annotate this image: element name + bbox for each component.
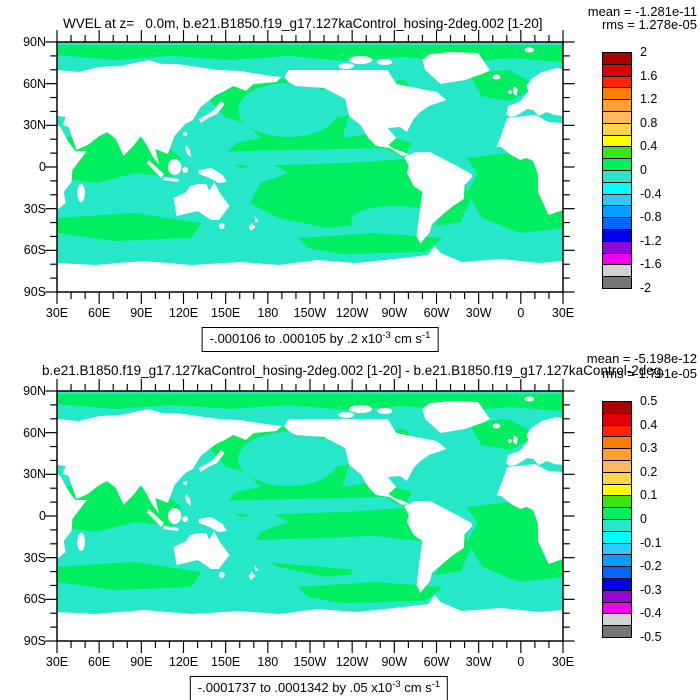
lat-tick-label: 60S [23,243,46,258]
lon-tick-label: 0 [517,655,525,669]
lat-tick-label: 90N [23,384,46,398]
lon-tick-label: 150E [211,306,241,320]
colorbar-tick-label: -0.4 [640,606,662,621]
caption-top: -.000106 to .000105 by .2 x10-3 cm s-1 [201,327,439,352]
lon-tick-label: 120E [168,655,199,669]
colorbar-tick-label: -0.3 [640,582,662,597]
colorbar-tick-label: 0 [640,512,647,526]
colorbar-tick-label: -0.8 [640,210,662,225]
colorbar-tick-label: -0.5 [640,630,662,644]
lon-tick-label: 60E [88,306,111,320]
lat-tick-label: 90N [23,35,46,49]
colorbar-tick-label: 0.8 [640,115,658,130]
colorbar-tick-label: -1.2 [640,233,662,248]
lon-tick-label: 60W [423,655,450,669]
caption-units: cm s [400,680,432,695]
colorbar-tick-label: 0.2 [640,464,658,479]
lon-tick-label: 90W [381,306,408,320]
lat-tick-label: 0 [39,160,46,174]
lon-tick-label: 30E [45,306,69,320]
mean-value-bottom: mean = -5.198e-12 [586,351,697,366]
colorbar-tick-label: -1.6 [640,257,662,272]
panel-title-bottom: b.e21.B1850.f19_g17.127kaControl_hosing-… [42,363,665,378]
lat-tick-label: 60N [23,76,46,91]
lon-tick-label: 30E [45,655,69,669]
colorbar-segment [602,276,632,289]
colorbar-tick-label: 0.4 [640,139,658,154]
lon-tick-label: 0 [517,306,525,320]
lon-tick-label: 30E [551,655,575,669]
lon-tick-label: 120W [335,306,369,320]
colorbar-tick-label: 2 [640,45,647,59]
lon-tick-label: 120W [335,655,369,669]
lon-tick-label: 90E [130,655,153,669]
mean-value-top: mean = -1.281e-11 [587,4,697,19]
caption-units-exponent: -1 [431,679,441,690]
lon-tick-label: 180 [257,655,279,669]
lat-tick-label: 90S [23,634,46,648]
lon-tick-label: 30W [465,655,492,669]
rms-value-bottom: rms = 1.791e-05 [601,366,697,381]
lon-tick-label: 180 [257,306,279,320]
caption-exponent: -3 [392,679,401,690]
colorbar-tick-label: -0.1 [640,535,662,550]
lat-tick-label: 90S [23,285,46,299]
colorbar-top: 2 1.6 1.2 0.8 0.4 0 -0.4 -0.8 -1.2 -1.6 -2 [602,45,662,295]
colorbar-tick-label: 0.1 [640,488,658,503]
colorbar-tick-label: -0.4 [640,186,662,201]
lon-tick-label: 60W [423,306,450,320]
colorbar-tick-label: 1.2 [640,92,658,107]
lat-tick-label: 30S [23,550,46,565]
lon-tick-label: 150E [211,655,241,669]
caption-range: -.000106 to .000105 by .2 x10 [209,331,383,346]
map-wvel-control [45,30,575,304]
lat-tick-label: 60N [23,425,46,440]
lon-tick-label: 120E [168,306,199,320]
colorbar-tick-label: 0.5 [640,394,658,408]
panel-title-top: WVEL at z= 0.0m, b.e21.B1850.f19_g17.127… [63,16,543,31]
lon-tick-label: 30W [465,306,492,320]
lon-tick-label: 90W [381,655,408,669]
colorbar-tick-label: 1.6 [640,68,658,83]
lat-tick-label: 0 [39,509,46,523]
caption-range: -.0001737 to .0001342 by .05 x10 [197,680,393,695]
colorbar-segment [602,625,632,638]
colorbar-bottom: 0.5 0.4 0.3 0.2 0.1 0 -0.1 -0.2 -0.3 -0.4 -0.5 [602,394,662,644]
map-wvel-difference [45,379,575,653]
axis-ticks-bottom [45,379,575,653]
lat-tick-label: 30N [23,467,46,482]
lon-tick-label: 90E [130,306,153,320]
caption-units-exponent: -1 [421,330,431,341]
axis-ticks-top [45,30,575,304]
lat-tick-label: 60S [23,592,46,607]
colorbar-tick-label: 0.3 [640,441,658,456]
colorbar-tick-label: -0.2 [640,559,662,574]
lon-tick-label: 150W [293,655,327,669]
caption-exponent: -3 [382,330,391,341]
caption-units: cm s [390,331,422,346]
lon-tick-label: 60E [88,655,111,669]
lon-tick-label: 30E [551,306,575,320]
lat-tick-label: 30N [23,118,46,133]
colorbar-tick-label: -2 [640,281,652,295]
caption-bottom: -.0001737 to .0001342 by .05 x10-3 cm s-… [189,676,449,700]
lon-tick-label: 150W [293,306,327,320]
lat-tick-label: 30S [23,201,46,216]
colorbar-tick-label: 0.4 [640,417,658,432]
rms-value-top: rms = 1.278e-05 [601,17,697,32]
colorbar-tick-label: 0 [640,163,647,177]
